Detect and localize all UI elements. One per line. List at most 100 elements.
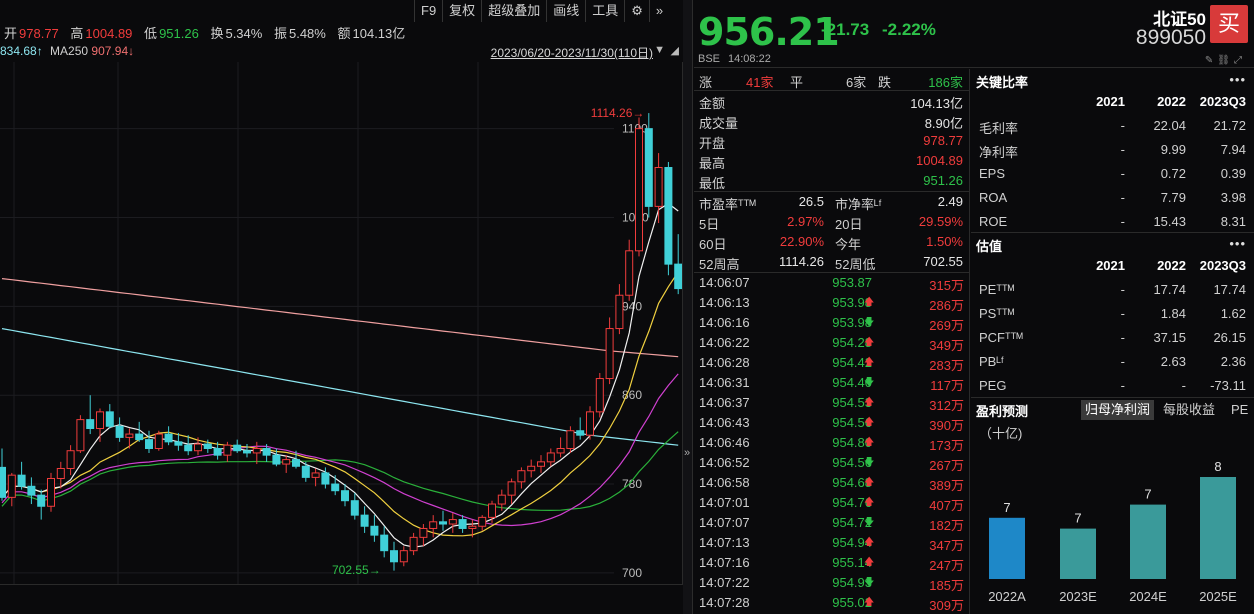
table-row: PCFᵀᵀᴹ - 37.15 26.15	[971, 327, 1254, 349]
tick-price: 954.56	[832, 455, 872, 470]
column-header: 2022	[1157, 258, 1186, 273]
row-value: -	[1120, 118, 1125, 133]
tick-volume: 389万	[929, 478, 964, 493]
breadth-row: 涨 41家 平 6家 跌 186家	[694, 70, 970, 90]
amount-label: 额	[337, 26, 351, 41]
row-label: PSᵀᵀᴹ	[979, 306, 1015, 321]
amplitude-label: 振	[273, 26, 287, 41]
row-value: 21.72	[1213, 118, 1246, 133]
adjust-button[interactable]: 复权	[442, 0, 481, 22]
candle-down	[105, 411, 114, 427]
range-dropdown-icon[interactable]: ▼	[654, 44, 665, 56]
link-icon[interactable]: ⛓	[1217, 55, 1234, 66]
candle-up	[419, 527, 428, 538]
expand-panel-icon[interactable]: ⤢	[1234, 55, 1246, 66]
candle-down	[272, 454, 281, 465]
candle-up	[125, 433, 134, 438]
chart-toolbar: F9 复权 超级叠加 画线 工具 ⚙ »	[0, 0, 683, 22]
date-range[interactable]: 2023/06/20-2023/11/30(110日)	[490, 46, 653, 60]
up-label: 涨	[699, 75, 713, 90]
row-value: -	[1120, 282, 1125, 297]
arrow-up-icon: 🡅	[864, 437, 875, 448]
row-label: ROA	[979, 190, 1008, 205]
tick-volume: 247万	[929, 558, 964, 573]
tab-net-profit[interactable]: 归母净利润	[1081, 400, 1155, 420]
panel-splitter[interactable]: »	[683, 0, 693, 614]
tick-time: 14:07:22	[699, 575, 750, 590]
forecast-chart: 7 2022A 7 2023E 7 2024E 8 2025E	[988, 459, 1237, 604]
arrow-up-icon: 🡅	[864, 337, 875, 348]
ratio-row: 市盈率ᵀᵀᴹ 26.5 市净率ᴸᶠ 2.49	[694, 192, 970, 212]
row-value: 1.62	[1220, 306, 1246, 321]
candle-down	[27, 485, 36, 496]
ma-value: 834.68↑	[0, 44, 43, 58]
candle-down	[341, 490, 349, 502]
row-value: 9.99	[1160, 142, 1186, 157]
f9-button[interactable]: F9	[414, 0, 442, 22]
high-annotation: 1114.26→	[591, 106, 645, 120]
ratio-label: 52周低	[835, 257, 876, 272]
down-count: 186家	[928, 75, 963, 90]
tools-button[interactable]: 工具	[585, 0, 624, 22]
ratio-value: 2.49	[937, 194, 963, 209]
up-count: 41家	[746, 75, 774, 90]
ratio-label: 市净率ᴸᶠ	[835, 197, 882, 212]
candle-up	[154, 433, 163, 450]
row-value: -	[1120, 306, 1125, 321]
amount-value: 104.13亿	[352, 26, 406, 41]
price-change: -21.73	[821, 20, 870, 39]
tick-row: 14:06:52 954.56 🡇 267万	[694, 453, 970, 473]
tick-time: 14:06:46	[699, 435, 750, 450]
table-header: 2021 2022 2023Q3	[971, 255, 1254, 277]
candle-up	[595, 378, 604, 413]
kline-chart[interactable]: 110010209408607807001114.26→702.55→	[0, 62, 683, 584]
tick-row: 14:07:22 954.93 🡇 185万	[694, 573, 970, 593]
edit-icon[interactable]: ✎	[1204, 55, 1218, 66]
tab-pe[interactable]: PE	[1231, 402, 1249, 417]
valuation-more-icon[interactable]: •••	[1229, 236, 1246, 251]
gear-icon[interactable]: ⚙	[624, 0, 649, 22]
table-header: 2021 2022 2023Q3	[971, 91, 1254, 113]
candle-down	[576, 430, 585, 436]
y-tick-label: 780	[622, 477, 642, 491]
row-value: -	[1120, 214, 1125, 229]
candle-up	[76, 419, 85, 452]
overlay-button[interactable]: 超级叠加	[481, 0, 546, 22]
tick-row: 14:06:43 954.56 🡅 390万	[694, 413, 970, 433]
last-price: 956.21	[698, 10, 840, 54]
tick-row: 14:07:28 955.02 🡅 309万	[694, 593, 970, 613]
candle-down	[135, 433, 144, 441]
tab-eps[interactable]: 每股收益	[1163, 402, 1216, 417]
expand-icon[interactable]: »	[684, 447, 691, 459]
candle-down	[145, 439, 153, 450]
row-label: PEᵀᵀᴹ	[979, 282, 1015, 297]
candle-down	[115, 425, 124, 438]
y-tick-label: 700	[622, 566, 642, 580]
candle-down	[292, 459, 300, 467]
key-ratios-more-icon[interactable]: •••	[1229, 72, 1246, 87]
more-button[interactable]: »	[648, 0, 669, 22]
range-collapse-icon[interactable]: ◢	[670, 45, 679, 57]
arrow-up-icon: 🡅	[864, 537, 875, 548]
column-header: 2023Q3	[1199, 258, 1246, 273]
stat-row: 成交量 8.90亿	[694, 111, 970, 131]
stat-value: 104.13亿	[910, 96, 963, 111]
volume-strip	[0, 584, 683, 614]
security-code: 899050	[1135, 26, 1206, 49]
ratio-label: 60日	[699, 237, 727, 252]
row-value: -	[1120, 190, 1125, 205]
ratio-label: 20日	[835, 217, 863, 232]
stat-label: 最低	[699, 176, 726, 191]
tick-time: 14:06:13	[699, 295, 750, 310]
candle-down	[301, 465, 310, 478]
tick-volume: 312万	[929, 398, 964, 413]
buy-button[interactable]: 买	[1210, 5, 1248, 43]
candle-up	[546, 452, 555, 463]
stat-label: 最高	[699, 156, 726, 171]
tick-row: 14:06:28 954.42 🡅 283万	[694, 353, 970, 373]
stat-label: 金额	[699, 96, 726, 111]
draw-button[interactable]: 画线	[546, 0, 585, 22]
tick-price: 954.28	[832, 335, 872, 350]
header-actions[interactable]: ✎⛓⤢	[1205, 55, 1246, 66]
